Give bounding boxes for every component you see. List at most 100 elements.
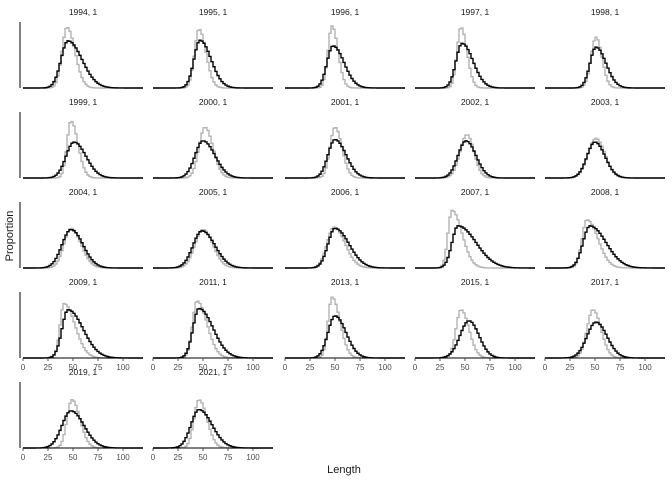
panel-title: 2019, 1 — [69, 367, 98, 377]
x-tick-label: 50 — [69, 363, 78, 372]
observed-series-line — [23, 27, 143, 89]
expected-series-line — [23, 40, 143, 89]
expected-series-line — [23, 308, 143, 359]
x-tick-label: 75 — [94, 453, 103, 462]
x-tick-label: 75 — [94, 363, 103, 372]
x-tick-label: 25 — [44, 363, 53, 372]
panel-title: 1998, 1 — [591, 7, 620, 17]
x-tick-label: 25 — [566, 363, 575, 372]
x-tick-label: 50 — [461, 363, 470, 372]
panel-title: 1995, 1 — [199, 7, 228, 17]
x-tick-label: 75 — [356, 363, 365, 372]
panel-title: 2005, 1 — [199, 187, 228, 197]
panel-title: 2001, 1 — [331, 97, 360, 107]
x-tick-label: 100 — [638, 363, 652, 372]
panel: 2019, 1 0 25 50 75 100 — [19, 367, 143, 462]
panel: 2009, 1 0 25 50 75 100 — [19, 277, 143, 372]
observed-series-line — [285, 226, 405, 269]
expected-series-line — [285, 227, 405, 269]
observed-series-line — [415, 27, 535, 89]
panel-title: 2006, 1 — [331, 187, 360, 197]
observed-series-line — [415, 134, 535, 179]
observed-series-line — [23, 227, 143, 269]
x-tick-label: 100 — [508, 363, 522, 372]
expected-series-line — [415, 320, 535, 359]
x-tick-label: 0 — [283, 363, 288, 372]
panel: 1994, 1 — [19, 7, 143, 89]
x-tick-label: 100 — [246, 363, 260, 372]
expected-series-line — [153, 408, 273, 449]
panel: 2021, 1 0 25 50 75 100 — [151, 367, 273, 462]
expected-series-line — [153, 307, 273, 359]
panel: 1998, 1 — [545, 7, 665, 89]
panel: 2007, 1 — [415, 187, 535, 269]
x-tick-label: 0 — [21, 363, 26, 372]
panel-grid: 1994, 1 1995, 1 1996, 1 1997, 1 1998, 1 1999,… — [19, 7, 665, 462]
x-tick-label: 25 — [174, 363, 183, 372]
expected-series-line — [285, 139, 405, 179]
panel-title: 2003, 1 — [591, 97, 620, 107]
panel: 2005, 1 — [153, 187, 273, 269]
expected-series-line — [415, 42, 535, 89]
x-tick-label: 0 — [151, 453, 156, 462]
observed-series-line — [285, 25, 405, 89]
x-tick-label: 100 — [246, 453, 260, 462]
expected-series-line — [415, 225, 535, 269]
panel: 1995, 1 — [153, 7, 273, 89]
expected-series-line — [545, 225, 665, 269]
expected-series-line — [153, 230, 273, 269]
expected-series-line — [545, 141, 665, 179]
panel: 2015, 1 0 25 50 75 100 — [413, 277, 535, 372]
panel-title: 2008, 1 — [591, 187, 620, 197]
observed-series-line — [545, 219, 665, 269]
x-tick-label: 100 — [378, 363, 392, 372]
expected-series-line — [23, 141, 143, 179]
panel-title: 2021, 1 — [199, 367, 228, 377]
panel-title: 2004, 1 — [69, 187, 98, 197]
x-axis-title: Length — [327, 464, 361, 476]
x-tick-label: 100 — [116, 453, 130, 462]
x-tick-label: 75 — [486, 363, 495, 372]
x-tick-label: 0 — [151, 363, 156, 372]
expected-series-line — [153, 39, 273, 89]
panel: 1999, 1 — [19, 97, 143, 179]
observed-series-line — [153, 229, 273, 269]
x-tick-label: 50 — [199, 453, 208, 462]
x-tick-label: 0 — [21, 453, 26, 462]
panel-title: 2017, 1 — [591, 277, 620, 287]
x-tick-label: 0 — [543, 363, 548, 372]
panel-title: 1994, 1 — [69, 7, 98, 17]
x-tick-label: 25 — [306, 363, 315, 372]
panel: 1996, 1 — [285, 7, 405, 89]
panel: 2013, 1 0 25 50 75 100 — [283, 277, 405, 372]
panel: 2011, 1 0 25 50 75 100 — [151, 277, 273, 372]
panel: 2003, 1 — [545, 97, 665, 179]
x-tick-label: 25 — [436, 363, 445, 372]
panel-title: 2009, 1 — [69, 277, 98, 287]
observed-series-line — [153, 29, 273, 89]
expected-series-line — [285, 45, 405, 89]
panel: 2002, 1 — [415, 97, 535, 179]
x-tick-label: 25 — [174, 453, 183, 462]
panel: 2004, 1 — [19, 187, 143, 269]
panel-title: 2013, 1 — [331, 277, 360, 287]
panel: 2017, 1 0 25 50 75 100 — [543, 277, 665, 372]
x-tick-label: 50 — [199, 363, 208, 372]
x-tick-label: 25 — [44, 453, 53, 462]
panel: 2001, 1 — [285, 97, 405, 179]
panel-title: 1999, 1 — [69, 97, 98, 107]
y-axis-title: Proportion — [4, 211, 16, 262]
x-tick-label: 50 — [331, 363, 340, 372]
panel: 2000, 1 — [153, 97, 273, 179]
expected-series-line — [285, 315, 405, 359]
x-tick-label: 75 — [224, 363, 233, 372]
panel-title: 2000, 1 — [199, 97, 228, 107]
panel: 1997, 1 — [415, 7, 535, 89]
x-tick-label: 50 — [69, 453, 78, 462]
expected-series-line — [545, 46, 665, 89]
panel: 2006, 1 — [285, 187, 405, 269]
expected-series-line — [153, 140, 273, 179]
x-tick-label: 100 — [116, 363, 130, 372]
panel-title: 1997, 1 — [461, 7, 490, 17]
